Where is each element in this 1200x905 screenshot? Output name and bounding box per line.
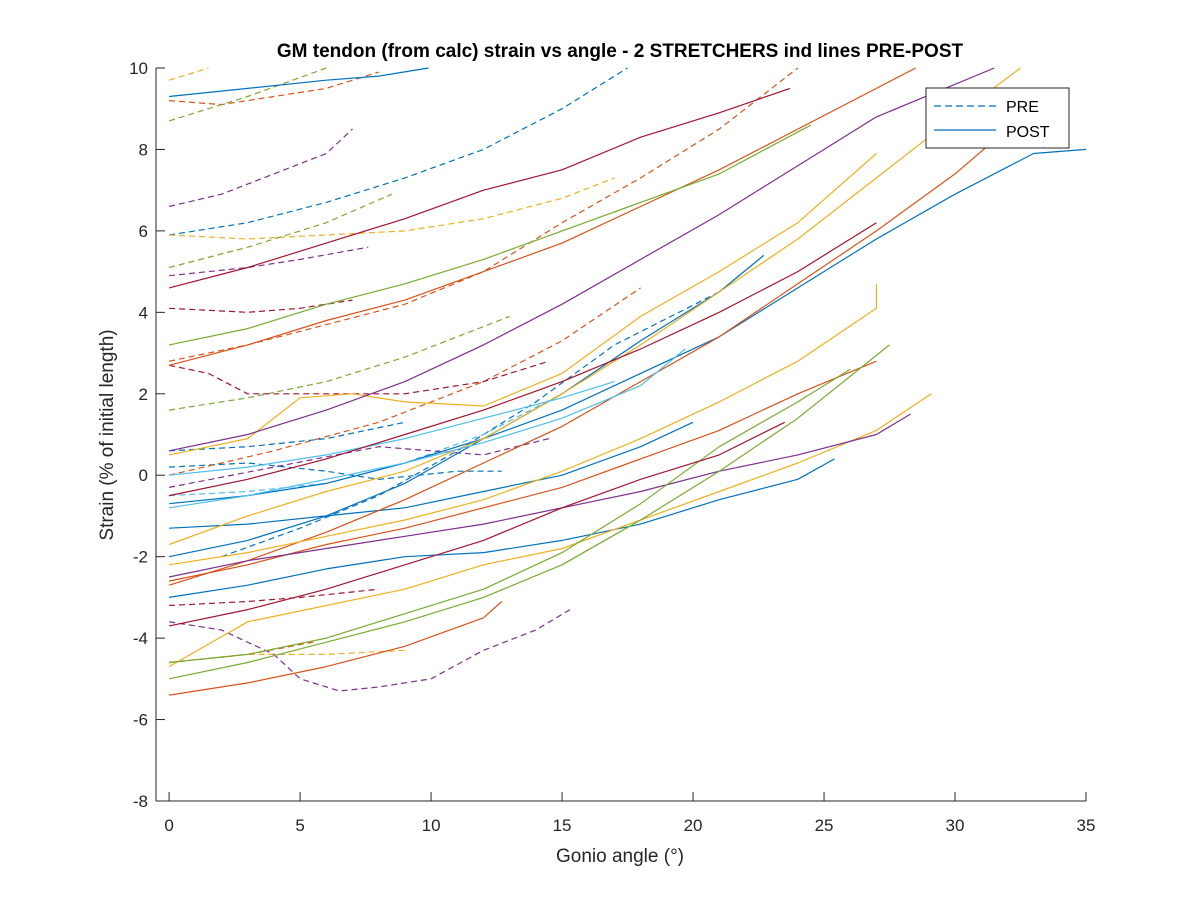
series-line-post-29 — [169, 601, 503, 696]
y-tick-label: 2 — [139, 385, 148, 404]
series-line-pre-11 — [169, 246, 369, 277]
series-line-post-38 — [168, 124, 812, 346]
series-line-post-36 — [168, 67, 995, 452]
series-line-pre-12 — [169, 609, 571, 692]
x-tick-label: 20 — [684, 816, 703, 835]
y-tick-label: 0 — [139, 466, 148, 485]
y-tick-label: -4 — [133, 629, 148, 648]
series-line-pre-2 — [169, 462, 502, 480]
series-line-post-27 — [169, 421, 694, 529]
y-ticks: -8 -6 -4 -2 0 2 4 6 8 10 — [129, 59, 165, 811]
series-line-pre-7 — [168, 67, 209, 81]
series-line-pre-5 — [168, 67, 799, 362]
y-tick-label: 4 — [139, 303, 148, 322]
series-line-post-33 — [169, 283, 877, 566]
x-tick-label: 0 — [164, 816, 173, 835]
series-line-post-26 — [169, 458, 835, 598]
series-line-post-41 — [169, 348, 686, 509]
y-tick-label: 8 — [139, 140, 148, 159]
series-line-pre-21 — [169, 641, 314, 664]
series-line-pre-22 — [168, 438, 550, 488]
series-line-pre-14 — [168, 193, 393, 269]
series-line-post-45 — [168, 421, 785, 627]
x-tick-label: 30 — [946, 816, 965, 835]
axes — [155, 68, 1086, 802]
series-line-post-39 — [168, 344, 890, 680]
x-tick-label: 5 — [295, 816, 304, 835]
x-tick-label: 35 — [1077, 816, 1096, 835]
series-line-pre-18 — [168, 360, 550, 395]
series-line-pre-4 — [169, 71, 379, 106]
x-ticks: 0 5 10 15 20 25 30 35 — [164, 792, 1095, 835]
y-tick-label: -2 — [133, 548, 148, 567]
series-line-pre-3 — [221, 291, 720, 558]
series-line-pre-6 — [168, 287, 641, 476]
y-tick-label: -8 — [133, 792, 148, 811]
series-line-pre-10 — [168, 128, 353, 208]
series-line-post-31 — [168, 128, 1008, 586]
series-layer — [168, 67, 1087, 696]
series-line-post-42 — [169, 381, 615, 476]
series-line-pre-15 — [169, 315, 510, 411]
y-tick-label: -6 — [133, 711, 148, 730]
series-line-pre-19 — [169, 588, 379, 607]
chart-title: GM tendon (from calc) strain vs angle - … — [277, 41, 964, 62]
series-line-pre-13 — [168, 67, 327, 122]
series-line-post-35 — [168, 153, 877, 456]
x-tick-label: 10 — [422, 816, 441, 835]
series-line-pre-16 — [169, 393, 563, 497]
series-line-post-30 — [168, 67, 916, 366]
x-axis-label: Gonio angle (°) — [556, 846, 684, 867]
legend-pre-label: PRE — [1006, 99, 1039, 116]
legend-box — [925, 87, 1070, 149]
legend: PRE POST — [925, 87, 1070, 149]
x-tick-label: 15 — [553, 816, 572, 835]
series-line-pre-17 — [169, 299, 353, 313]
series-line-post-40 — [169, 368, 851, 664]
legend-post-label: POST — [1006, 124, 1050, 141]
series-line-post-32 — [168, 67, 1021, 546]
y-axis-label: Strain (% of initial length) — [97, 329, 118, 540]
y-tick-label: 6 — [139, 222, 148, 241]
series-line-post-44 — [168, 222, 877, 497]
x-tick-label: 25 — [815, 816, 834, 835]
series-line-post-34 — [168, 393, 932, 668]
y-tick-label: 10 — [129, 59, 148, 78]
series-line-post-23 — [169, 67, 429, 98]
series-line-post-43 — [168, 87, 791, 289]
series-line-pre-1 — [169, 67, 628, 236]
series-line-post-24 — [169, 148, 1087, 505]
